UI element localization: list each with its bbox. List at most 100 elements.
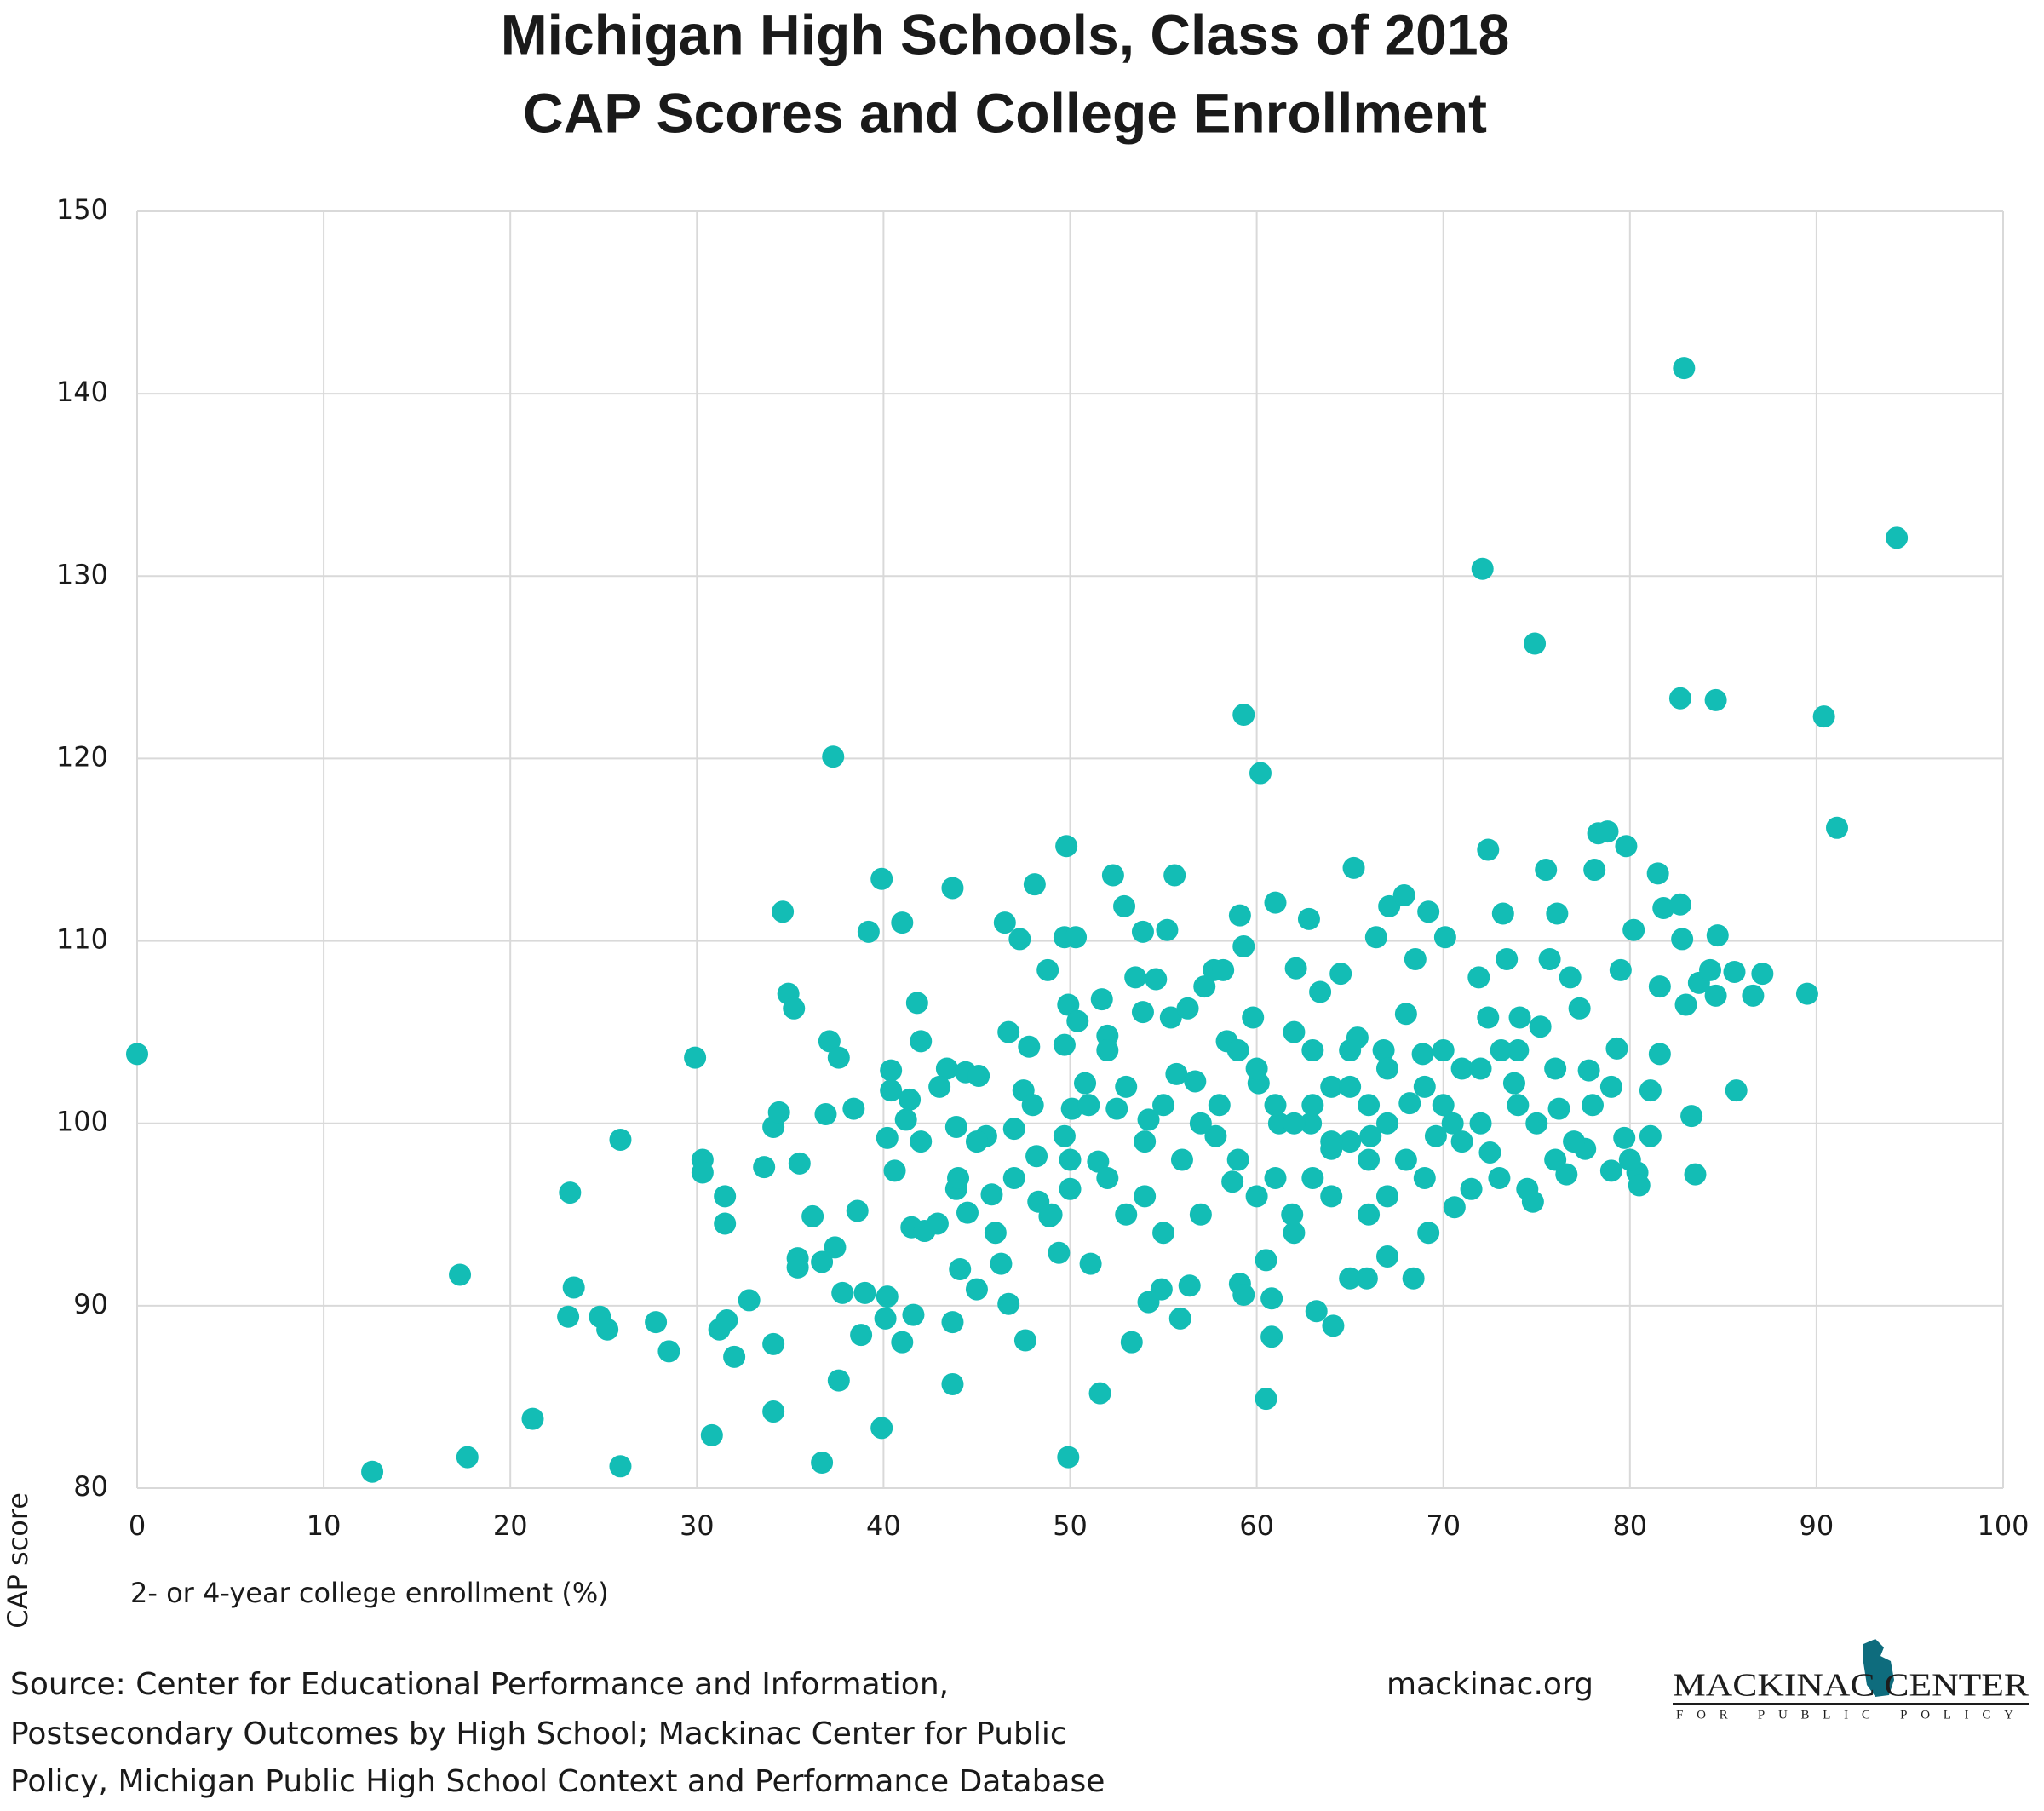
point — [1159, 1006, 1182, 1029]
x-tick-label: 10 — [307, 1509, 342, 1542]
point — [1443, 1196, 1466, 1219]
point — [1226, 1039, 1249, 1062]
point — [1417, 1222, 1440, 1245]
website[interactable]: mackinac.org — [1387, 1667, 1593, 1702]
point — [1013, 1329, 1036, 1352]
point — [1088, 1382, 1111, 1405]
point — [899, 1088, 922, 1111]
point — [1189, 1112, 1212, 1135]
point — [1309, 980, 1332, 1003]
point — [1301, 1166, 1324, 1189]
point — [1057, 1446, 1080, 1469]
point — [767, 1101, 790, 1124]
point — [993, 911, 1016, 934]
point — [1402, 1267, 1425, 1290]
point — [1599, 1075, 1622, 1098]
point — [876, 1285, 899, 1308]
point — [1113, 894, 1136, 917]
point — [1008, 928, 1031, 951]
logo: MACKINAC CENTER FOR PUBLIC POLICY — [1673, 1639, 2030, 1722]
point — [1375, 1057, 1398, 1080]
point — [1668, 893, 1691, 916]
point — [1053, 1033, 1076, 1056]
point — [1053, 1124, 1076, 1147]
point — [1320, 1075, 1343, 1098]
point — [1544, 1148, 1567, 1171]
point — [1433, 926, 1456, 949]
point — [831, 1281, 854, 1304]
point — [1168, 1307, 1191, 1330]
point — [1134, 1130, 1157, 1153]
point — [1025, 1145, 1048, 1168]
point — [1615, 835, 1638, 858]
point — [910, 1030, 933, 1053]
point — [1165, 1062, 1188, 1085]
x-tick-label: 90 — [1800, 1509, 1834, 1542]
point — [1674, 993, 1697, 1016]
x-tick-label: 0 — [129, 1509, 146, 1542]
point — [1577, 1059, 1600, 1082]
point — [1812, 705, 1835, 728]
point — [827, 1046, 850, 1069]
point — [1077, 1094, 1100, 1117]
point — [1411, 1043, 1434, 1066]
point — [1297, 907, 1320, 930]
point — [1163, 864, 1186, 887]
point — [1491, 902, 1514, 925]
point — [965, 1130, 988, 1153]
point — [1002, 1166, 1025, 1189]
point — [928, 1075, 951, 1098]
y-tick-label: 80 — [73, 1470, 108, 1503]
point — [1131, 920, 1154, 943]
point — [1364, 926, 1387, 949]
point — [850, 1324, 873, 1347]
y-tick-label: 150 — [56, 193, 108, 226]
point — [1671, 928, 1694, 951]
point — [1018, 1035, 1041, 1058]
y-tick-label: 110 — [56, 923, 108, 956]
point — [723, 1345, 746, 1368]
y-tick-label: 90 — [73, 1288, 108, 1320]
point — [1193, 975, 1216, 998]
point — [1120, 1331, 1143, 1354]
point — [1339, 1130, 1362, 1153]
point — [935, 1057, 958, 1080]
point — [1152, 1094, 1175, 1117]
point — [521, 1407, 544, 1430]
point — [818, 1030, 841, 1053]
point — [1228, 904, 1251, 927]
point — [814, 1103, 837, 1126]
point — [1413, 1166, 1436, 1189]
point — [1305, 1300, 1328, 1323]
point — [1156, 918, 1179, 941]
point — [1145, 968, 1168, 991]
point — [1432, 1094, 1455, 1117]
point — [1358, 1148, 1381, 1171]
point — [715, 1308, 738, 1331]
point — [1301, 1039, 1324, 1062]
point — [1375, 1185, 1398, 1208]
point — [456, 1446, 479, 1469]
point — [1152, 1222, 1175, 1245]
point — [1471, 557, 1494, 580]
x-tick-label: 70 — [1426, 1509, 1461, 1542]
point — [1652, 897, 1675, 920]
point — [1170, 1148, 1193, 1171]
point — [1322, 1314, 1345, 1337]
point — [126, 1043, 148, 1066]
point — [902, 1303, 925, 1326]
point — [827, 1369, 850, 1392]
logo-name: MACKINAC CENTER — [1673, 1668, 2030, 1704]
point — [1538, 947, 1561, 970]
y-axis-label: CAP score — [2, 1492, 34, 1629]
point — [559, 1181, 582, 1204]
source-line: Source: Center for Educational Performan… — [10, 1667, 949, 1702]
point — [1300, 1112, 1323, 1135]
point — [1212, 958, 1235, 981]
point — [880, 1059, 903, 1082]
point — [883, 1159, 906, 1182]
logo-icon — [1863, 1639, 1894, 1697]
point — [891, 1331, 914, 1354]
point — [1074, 1072, 1097, 1095]
point — [926, 1212, 949, 1235]
